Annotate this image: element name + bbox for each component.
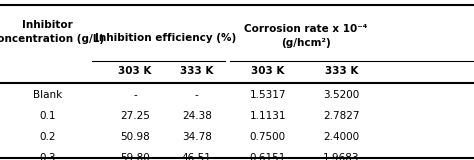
Text: Blank: Blank	[33, 90, 62, 100]
Text: Inhibition efficiency (%): Inhibition efficiency (%)	[95, 33, 237, 43]
Text: 1.9683: 1.9683	[323, 153, 360, 160]
Text: 24.38: 24.38	[182, 111, 212, 121]
Text: 59.80: 59.80	[120, 153, 150, 160]
Text: 27.25: 27.25	[120, 111, 150, 121]
Text: 303 K: 303 K	[251, 66, 284, 76]
Text: 303 K: 303 K	[118, 66, 152, 76]
Text: 0.1: 0.1	[39, 111, 55, 121]
Text: Corrosion rate x 10⁻⁴
(g/hcm²): Corrosion rate x 10⁻⁴ (g/hcm²)	[244, 24, 367, 48]
Text: -: -	[133, 90, 137, 100]
Text: 333 K: 333 K	[325, 66, 358, 76]
Text: 46.51: 46.51	[182, 153, 212, 160]
Text: Inhibitor
concentration (g/L): Inhibitor concentration (g/L)	[0, 20, 104, 44]
Text: 1.5317: 1.5317	[249, 90, 286, 100]
Text: 0.2: 0.2	[39, 132, 55, 142]
Text: 3.5200: 3.5200	[323, 90, 359, 100]
Text: 0.3: 0.3	[39, 153, 55, 160]
Text: -: -	[195, 90, 199, 100]
Text: 34.78: 34.78	[182, 132, 212, 142]
Text: 0.7500: 0.7500	[250, 132, 286, 142]
Text: 50.98: 50.98	[120, 132, 150, 142]
Text: 0.6151: 0.6151	[250, 153, 286, 160]
Text: 333 K: 333 K	[180, 66, 213, 76]
Text: 1.1131: 1.1131	[249, 111, 286, 121]
Text: 2.4000: 2.4000	[323, 132, 359, 142]
Text: 2.7827: 2.7827	[323, 111, 360, 121]
